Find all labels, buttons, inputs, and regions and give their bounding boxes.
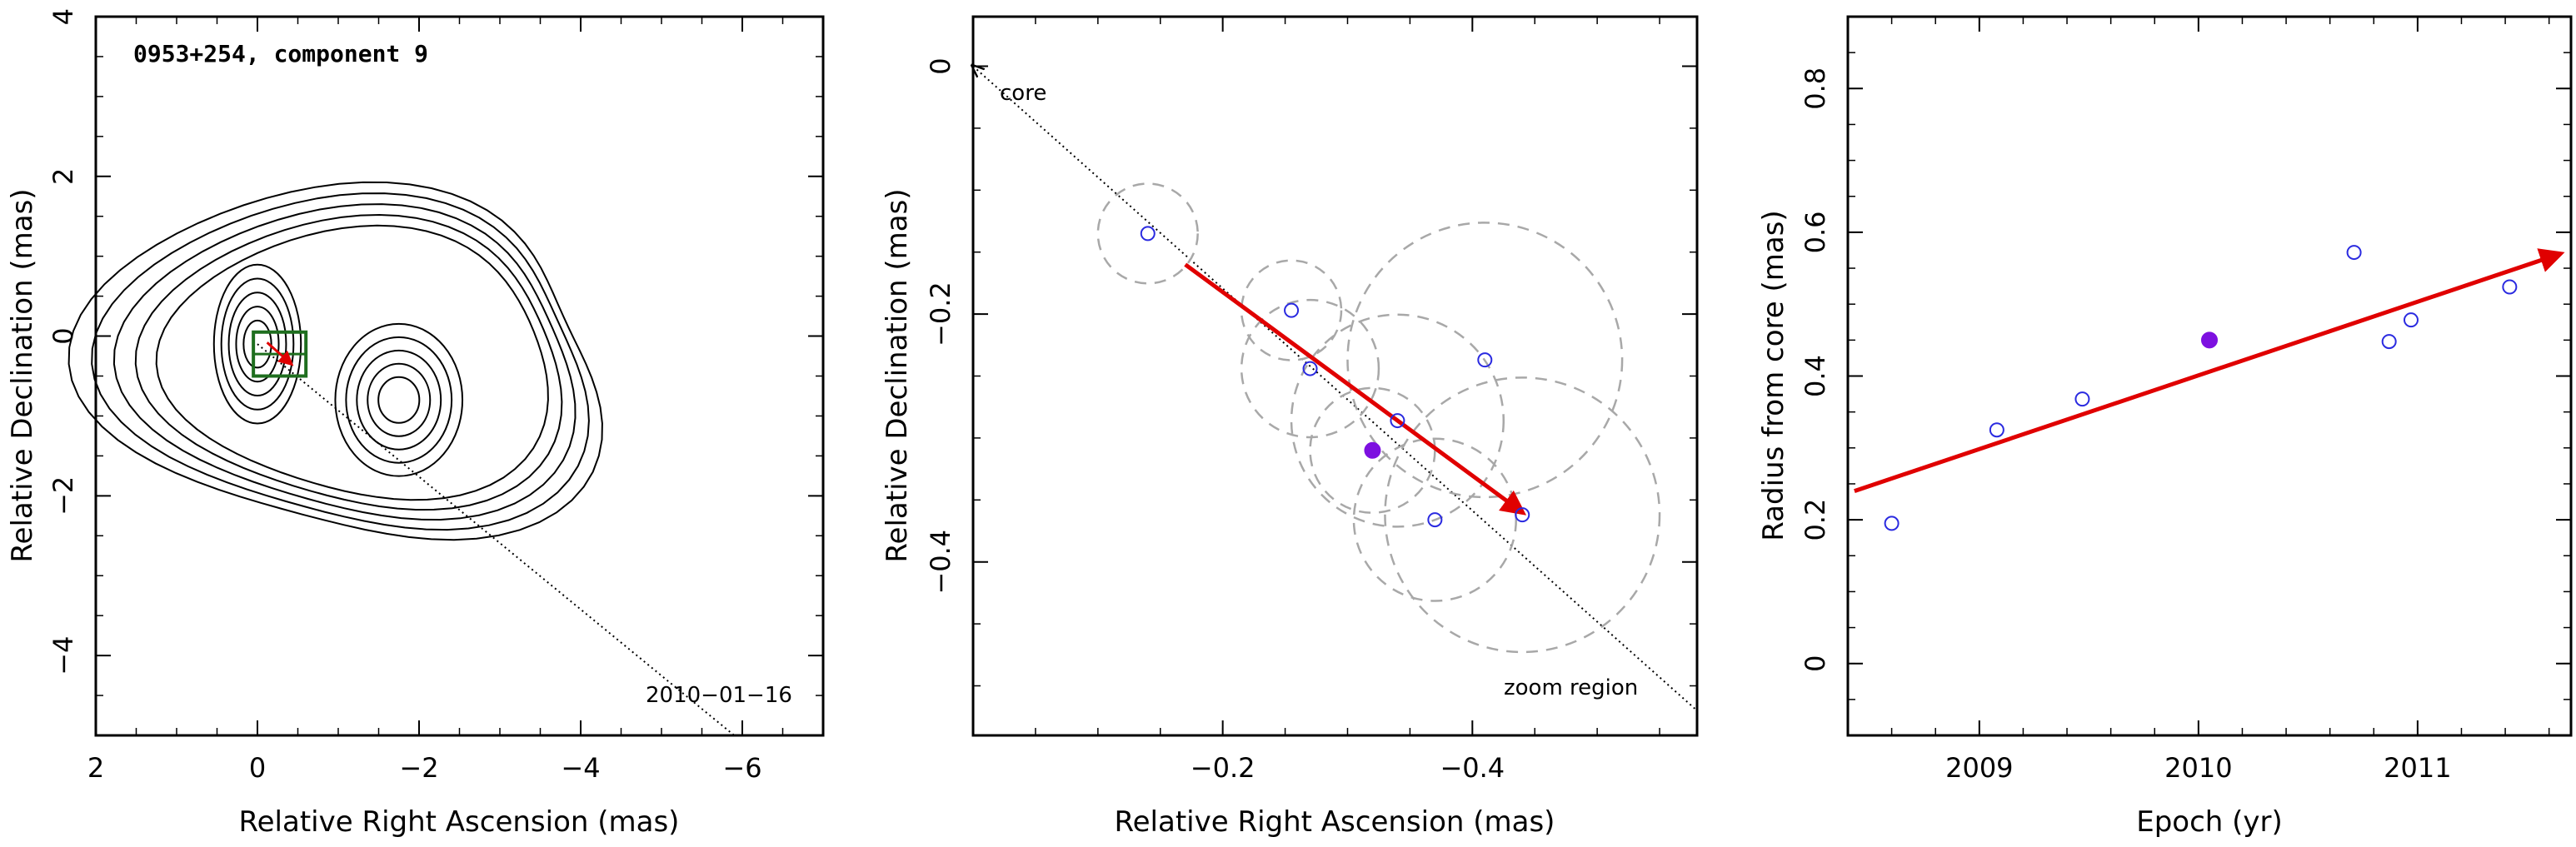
epoch-points: [1884, 245, 2518, 531]
x-tick-label: −0.4: [1440, 752, 1505, 784]
jet-direction-line: [257, 343, 735, 736]
position-points: [1140, 226, 1530, 528]
x-tick-label: −4: [561, 752, 600, 784]
x-tick-label: −6: [722, 752, 761, 784]
y-tick-label: 0.4: [1800, 355, 1831, 397]
zoom-box: [252, 330, 308, 378]
x-tick-label: −2: [399, 752, 438, 784]
contour-line: [134, 213, 563, 511]
contour-line: [235, 306, 280, 383]
y-axis-label: Radius from core (mas): [1757, 210, 1790, 541]
y-tick-label: 0: [1800, 655, 1831, 672]
epoch-annotation: 2010−01−16: [646, 683, 792, 708]
y-tick-label: 0.2: [1800, 499, 1831, 541]
contour-line: [377, 376, 421, 424]
x-tick-label: −0.2: [1191, 752, 1256, 784]
data-point: [1140, 226, 1156, 242]
error-circle: [1240, 298, 1380, 439]
panel-radius-vs-epoch: 2009 2010 2011 0 0.2 0.4 0.6 0.8 Epoch (yr) Rad…: [1757, 15, 2573, 839]
error-circle: [1240, 259, 1343, 361]
contour-lines: [67, 181, 603, 541]
data-point: [2403, 312, 2419, 328]
x-tick-label: 0: [249, 752, 266, 784]
x-axis-label: Relative Right Ascension (mas): [1115, 805, 1555, 839]
y-axis-label: Relative Declination (mas): [881, 188, 914, 562]
contour-line: [212, 263, 302, 425]
zoom-region-annotation: zoom region: [1504, 675, 1638, 700]
y-tick-label: 0: [47, 327, 79, 344]
filled-data-point: [1364, 441, 1381, 459]
data-point: [1884, 516, 1900, 531]
x-tick-label: 2011: [2384, 752, 2451, 784]
x-axis-label: Relative Right Ascension (mas): [239, 805, 680, 839]
contour-line: [112, 203, 577, 521]
data-point: [2074, 391, 2090, 407]
core-annotation: core: [1000, 81, 1046, 106]
contour-line: [220, 277, 295, 411]
contour-line: [356, 349, 442, 451]
error-circle: [1352, 437, 1517, 602]
error-circle: [1096, 182, 1199, 285]
contour-line: [242, 319, 272, 369]
data-point: [2346, 245, 2362, 261]
y-tick-label: 0.8: [1800, 67, 1831, 110]
contour-line: [155, 224, 549, 501]
y-tick-label: 2: [47, 168, 79, 185]
data-point: [2381, 334, 2397, 350]
contour-line: [227, 291, 287, 396]
panel-title: 0953+254, component 9: [133, 40, 428, 67]
panel-zoom-positions: −0.2 −0.4 0 −0.2 −0.4 core zoom region Relat…: [881, 15, 1699, 839]
x-tick-label: 2: [87, 752, 104, 784]
data-point: [1989, 422, 2004, 438]
y-tick-label: −2: [47, 476, 79, 516]
y-tick-label: 0: [925, 57, 956, 74]
data-point: [1515, 507, 1530, 523]
y-tick-label: 0.6: [1800, 211, 1831, 253]
y-tick-label: −0.4: [925, 530, 956, 595]
contour-line: [345, 336, 453, 464]
y-tick-label: 4: [47, 8, 79, 25]
plot-frame: [1846, 15, 2573, 737]
fit-arrow: [1854, 248, 2565, 493]
data-point: [1477, 352, 1493, 368]
error-circle: [1290, 313, 1505, 528]
error-circle: [1346, 222, 1624, 499]
fit-arrow: [1184, 262, 1527, 516]
axis-ticks: 2 0 −2 −4 −6 4 2 0 −2 −4: [47, 8, 824, 784]
data-point: [1427, 512, 1443, 528]
data-point: [1390, 413, 1405, 429]
filled-data-point: [2201, 331, 2218, 349]
x-tick-label: 2009: [1945, 752, 2013, 784]
contour-line: [334, 322, 464, 477]
x-axis-label: Epoch (yr): [2136, 805, 2283, 839]
data-point: [2502, 279, 2518, 295]
contour-line: [91, 192, 590, 531]
contour-line: [367, 362, 432, 437]
error-circles: [1096, 182, 1661, 654]
x-tick-label: 2010: [2164, 752, 2232, 784]
y-tick-label: −0.2: [925, 282, 956, 346]
core-direction-line: [973, 67, 1698, 711]
error-circle: [1384, 376, 1661, 654]
axis-ticks: 2009 2010 2011 0 0.2 0.4 0.6 0.8: [1800, 16, 2571, 784]
data-point: [1284, 302, 1300, 318]
y-tick-label: −4: [47, 636, 79, 675]
axis-ticks: −0.2 −0.4 0 −0.2 −0.4: [925, 17, 1697, 784]
mini-fit-arrow: [266, 341, 294, 366]
y-axis-label: Relative Declination (mas): [6, 188, 39, 562]
panel-contour-map: 2 0 −2 −4 −6 4 2 0 −2 −4 0953+254, component 9 20…: [6, 8, 825, 839]
contour-line: [67, 181, 603, 541]
data-point: [1302, 361, 1318, 376]
